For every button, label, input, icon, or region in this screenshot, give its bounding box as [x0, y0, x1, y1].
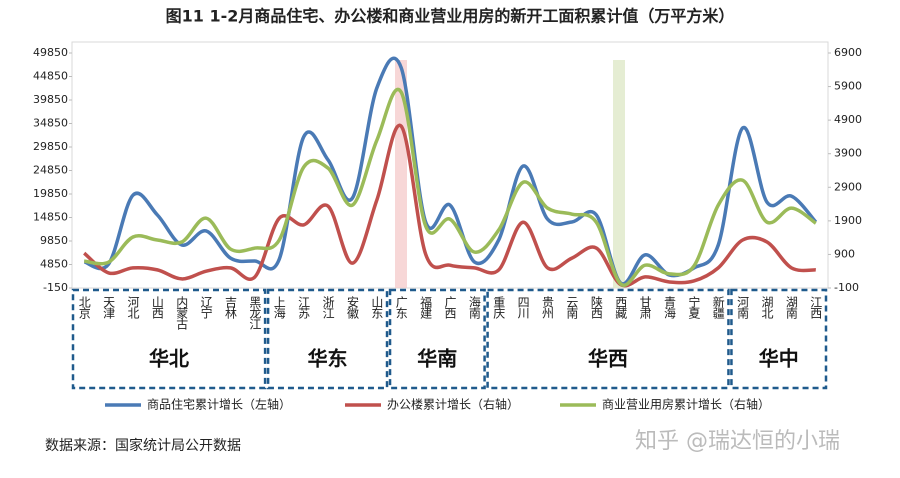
group-label: 华西	[588, 347, 628, 371]
x-tick-label: 广东	[394, 296, 408, 319]
legend-label: 商品住宅累计增长（左轴）	[147, 397, 291, 412]
group-label: 华南	[417, 347, 457, 371]
y2-tick-label: 4900	[834, 113, 862, 126]
y-tick-label: 34850	[33, 117, 68, 130]
x-tick-label: 北京	[77, 296, 91, 320]
source-note: 数据来源：国家统计局公开数据	[45, 437, 241, 454]
y2-tick-label: 1900	[834, 214, 862, 227]
x-tick-label: 辽宁	[199, 296, 213, 319]
group-box	[71, 288, 267, 390]
y-tick-label: 44850	[33, 70, 68, 83]
x-tick-label: 重庆	[492, 296, 506, 319]
legend-label: 办公楼累计增长（右轴）	[387, 397, 519, 412]
x-tick-label: 山西	[150, 296, 164, 319]
x-tick-label: 河南	[736, 296, 750, 319]
x-tick-label: 四川	[516, 296, 530, 319]
x-tick-label: 云南	[565, 296, 579, 319]
x-tick-label: 新疆	[711, 295, 725, 319]
y2-tick-label: -100	[834, 281, 859, 294]
y-tick-label: 9850	[40, 234, 68, 247]
x-tick-label: 天津	[102, 296, 116, 319]
x-tick-label: 浙江	[321, 296, 335, 319]
group-box	[486, 288, 730, 390]
plot-area	[71, 41, 829, 289]
x-tick-label: 黑龙江	[248, 296, 262, 330]
x-tick-label: 上海	[272, 296, 286, 319]
x-tick-label: 青海	[662, 296, 676, 319]
x-tick-label: 宁夏	[687, 295, 701, 319]
y-tick-label: 29850	[33, 140, 68, 153]
x-tick-label: 广西	[443, 296, 457, 319]
group-box	[730, 288, 828, 390]
chart-title: 图11 1-2月商品住宅、办公楼和商业营业用房的新开工面积累计值（万平方米）	[166, 7, 735, 26]
y2-tick-label: 5900	[834, 80, 862, 93]
y-tick-label: 49850	[33, 46, 68, 59]
highlight-band	[613, 60, 625, 288]
x-tick-label: 陕西	[589, 295, 603, 319]
group-label: 华中	[759, 347, 799, 371]
y2-tick-label: 900	[834, 247, 855, 260]
x-tick-label: 湖北	[760, 295, 774, 320]
y2-tick-label: 2900	[834, 180, 862, 193]
legend-label: 商业营业用房累计增长（右轴）	[602, 397, 770, 412]
y-tick-label: 4850	[40, 258, 68, 271]
series-line	[83, 123, 816, 288]
x-tick-label: 福建	[419, 295, 433, 320]
x-tick-label: 甘肃	[638, 296, 652, 320]
y-tick-label: -150	[43, 281, 68, 294]
y-tick-label: 39850	[33, 93, 68, 106]
x-tick-label: 贵州	[541, 296, 555, 319]
x-tick-label: 湖南	[784, 295, 798, 319]
x-tick-label: 内蒙古	[175, 296, 189, 330]
y2-tick-label: 3900	[834, 147, 862, 160]
x-tick-label: 河北	[126, 296, 140, 320]
highlight-band	[395, 60, 407, 288]
x-tick-label: 江苏	[297, 296, 311, 319]
group-box	[266, 288, 389, 390]
y2-tick-label: 6900	[834, 46, 862, 59]
x-tick-label: 江西	[809, 296, 823, 319]
x-tick-label: 吉林	[224, 296, 238, 319]
series-line	[83, 87, 817, 288]
x-tick-label: 海南	[467, 295, 481, 319]
y-tick-label: 14850	[33, 211, 68, 224]
y-tick-label: 19850	[33, 187, 68, 200]
x-tick-label: 安徽	[345, 295, 359, 319]
group-label: 华北	[149, 347, 189, 371]
y-tick-label: 24850	[33, 164, 68, 177]
group-box	[388, 288, 486, 390]
watermark: 知乎 @瑞达恒的小瑞	[635, 429, 840, 454]
group-label: 华东	[308, 347, 348, 371]
x-tick-label: 西藏	[614, 296, 628, 320]
x-tick-label: 山东	[370, 296, 384, 319]
